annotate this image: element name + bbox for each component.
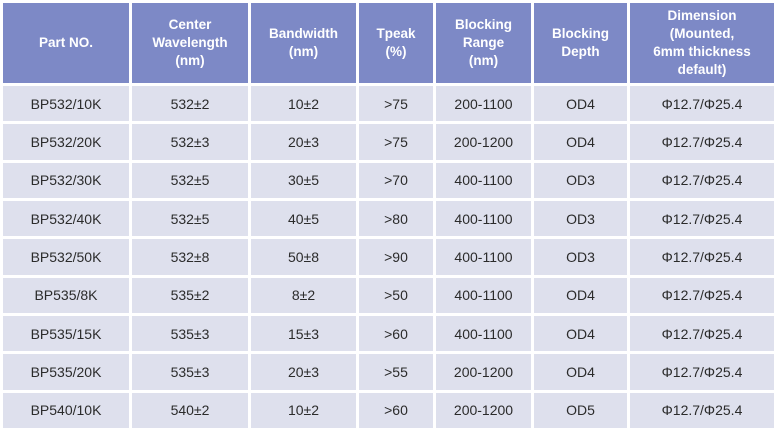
cell-center-wavelength: 535±3 bbox=[132, 354, 248, 390]
column-header-bandwidth: Bandwidth (nm) bbox=[251, 3, 356, 83]
cell-blocking-depth: OD4 bbox=[534, 315, 627, 352]
cell-dimension: Φ12.7/Φ25.4 bbox=[630, 239, 774, 275]
cell-tpeak: >55 bbox=[359, 354, 433, 390]
table-row: BP532/30K 532±5 30±5 >70 400-1100 OD3 Φ12.7/Φ2… bbox=[3, 162, 774, 198]
table-body: BP532/10K 532±2 10±2 >75 200-1100 OD4 Φ12.7/Φ2… bbox=[3, 86, 774, 428]
table-row: BP532/40K 532±5 40±5 >80 400-1100 OD3 Φ12.7/Φ2… bbox=[3, 200, 774, 237]
table-row: BP540/10K 540±2 10±2 >60 200-1200 OD5 Φ12.7/Φ2… bbox=[3, 392, 774, 428]
cell-bandwidth: 10±2 bbox=[251, 86, 356, 122]
cell-tpeak: >80 bbox=[359, 200, 433, 237]
cell-part-no: BP532/40K bbox=[3, 200, 129, 237]
cell-center-wavelength: 535±3 bbox=[132, 315, 248, 352]
cell-blocking-depth: OD4 bbox=[534, 354, 627, 390]
table-row: BP535/8K 535±2 8±2 >50 400-1100 OD4 Φ12.7/Φ25.… bbox=[3, 277, 774, 313]
cell-blocking-range: 400-1100 bbox=[436, 277, 531, 313]
header-row: Part NO. Center Wavelength (nm) Bandwidth … bbox=[3, 3, 774, 83]
cell-tpeak: >60 bbox=[359, 315, 433, 352]
cell-blocking-range: 200-1200 bbox=[436, 392, 531, 428]
cell-center-wavelength: 532±8 bbox=[132, 239, 248, 275]
cell-bandwidth: 50±8 bbox=[251, 239, 356, 275]
cell-bandwidth: 10±2 bbox=[251, 392, 356, 428]
column-header-part-no: Part NO. bbox=[3, 3, 129, 83]
cell-dimension: Φ12.7/Φ25.4 bbox=[630, 354, 774, 390]
cell-bandwidth: 20±3 bbox=[251, 124, 356, 160]
cell-part-no: BP535/8K bbox=[3, 277, 129, 313]
cell-blocking-depth: OD3 bbox=[534, 200, 627, 237]
cell-tpeak: >75 bbox=[359, 124, 433, 160]
cell-blocking-range: 400-1100 bbox=[436, 200, 531, 237]
cell-bandwidth: 8±2 bbox=[251, 277, 356, 313]
cell-part-no: BP532/10K bbox=[3, 86, 129, 122]
cell-part-no: BP535/15K bbox=[3, 315, 129, 352]
cell-dimension: Φ12.7/Φ25.4 bbox=[630, 124, 774, 160]
column-header-blocking-depth: Blocking Depth bbox=[534, 3, 627, 83]
cell-blocking-range: 200-1200 bbox=[436, 354, 531, 390]
cell-dimension: Φ12.7/Φ25.4 bbox=[630, 392, 774, 428]
column-header-dimension: Dimension (Mounted, 6mm thickness defaul… bbox=[630, 3, 774, 83]
column-header-center-wavelength: Center Wavelength (nm) bbox=[132, 3, 248, 83]
cell-dimension: Φ12.7/Φ25.4 bbox=[630, 200, 774, 237]
cell-tpeak: >50 bbox=[359, 277, 433, 313]
cell-dimension: Φ12.7/Φ25.4 bbox=[630, 162, 774, 198]
cell-part-no: BP532/20K bbox=[3, 124, 129, 160]
cell-tpeak: >70 bbox=[359, 162, 433, 198]
cell-center-wavelength: 532±3 bbox=[132, 124, 248, 160]
cell-bandwidth: 15±3 bbox=[251, 315, 356, 352]
cell-dimension: Φ12.7/Φ25.4 bbox=[630, 86, 774, 122]
cell-blocking-range: 200-1100 bbox=[436, 86, 531, 122]
cell-blocking-depth: OD4 bbox=[534, 86, 627, 122]
cell-center-wavelength: 540±2 bbox=[132, 392, 248, 428]
cell-blocking-range: 400-1100 bbox=[436, 162, 531, 198]
cell-blocking-range: 200-1200 bbox=[436, 124, 531, 160]
cell-center-wavelength: 532±2 bbox=[132, 86, 248, 122]
table-row: BP532/50K 532±8 50±8 >90 400-1100 OD3 Φ12.7/Φ2… bbox=[3, 239, 774, 275]
cell-blocking-depth: OD3 bbox=[534, 162, 627, 198]
cell-tpeak: >75 bbox=[359, 86, 433, 122]
cell-center-wavelength: 532±5 bbox=[132, 200, 248, 237]
column-header-tpeak: Tpeak (%) bbox=[359, 3, 433, 83]
cell-bandwidth: 40±5 bbox=[251, 200, 356, 237]
cell-part-no: BP535/20K bbox=[3, 354, 129, 390]
cell-blocking-depth: OD5 bbox=[534, 392, 627, 428]
cell-tpeak: >60 bbox=[359, 392, 433, 428]
cell-dimension: Φ12.7/Φ25.4 bbox=[630, 277, 774, 313]
cell-part-no: BP532/50K bbox=[3, 239, 129, 275]
cell-blocking-depth: OD3 bbox=[534, 239, 627, 275]
cell-dimension: Φ12.7/Φ25.4 bbox=[630, 315, 774, 352]
cell-blocking-depth: OD4 bbox=[534, 124, 627, 160]
cell-part-no: BP540/10K bbox=[3, 392, 129, 428]
cell-center-wavelength: 535±2 bbox=[132, 277, 248, 313]
table-row: BP535/20K 535±3 20±3 >55 200-1200 OD4 Φ12.7/Φ2… bbox=[3, 354, 774, 390]
table-row: BP532/20K 532±3 20±3 >75 200-1200 OD4 Φ12.7/Φ2… bbox=[3, 124, 774, 160]
cell-center-wavelength: 532±5 bbox=[132, 162, 248, 198]
cell-part-no: BP532/30K bbox=[3, 162, 129, 198]
cell-blocking-range: 400-1100 bbox=[436, 239, 531, 275]
cell-blocking-depth: OD4 bbox=[534, 277, 627, 313]
cell-bandwidth: 20±3 bbox=[251, 354, 356, 390]
column-header-blocking-range: Blocking Range (nm) bbox=[436, 3, 531, 83]
cell-tpeak: >90 bbox=[359, 239, 433, 275]
cell-blocking-range: 400-1100 bbox=[436, 315, 531, 352]
table-row: BP532/10K 532±2 10±2 >75 200-1100 OD4 Φ12.7/Φ2… bbox=[3, 86, 774, 122]
cell-bandwidth: 30±5 bbox=[251, 162, 356, 198]
table-row: BP535/15K 535±3 15±3 >60 400-1100 OD4 Φ12.7/Φ2… bbox=[3, 315, 774, 352]
